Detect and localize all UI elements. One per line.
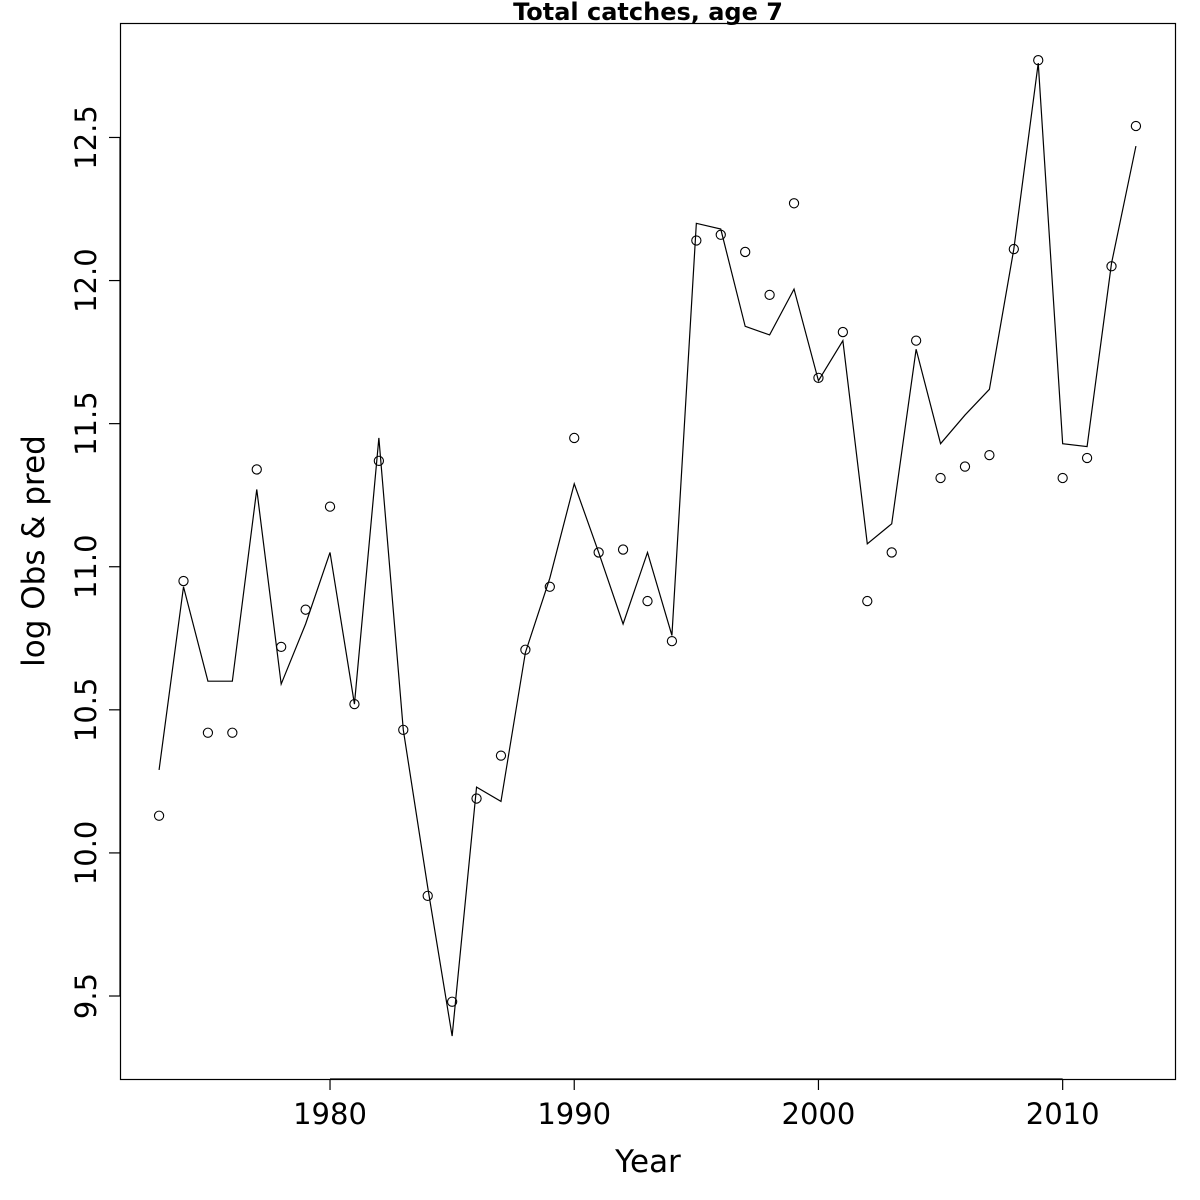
observed-point xyxy=(544,581,555,592)
observed-point xyxy=(813,372,824,384)
observed-point xyxy=(837,326,849,338)
observed-point xyxy=(1057,472,1068,484)
y-tick-label: 12.5 xyxy=(69,105,103,170)
y-tick-label: 9.5 xyxy=(69,973,103,1019)
observed-point xyxy=(593,547,604,558)
predicted-line xyxy=(158,62,1137,1037)
y-tick-label: 11.0 xyxy=(69,534,103,599)
y-tick-label: 10.5 xyxy=(69,678,103,743)
x-tick-label: 1980 xyxy=(293,1097,367,1131)
observed-point xyxy=(251,464,262,475)
observed-point xyxy=(740,246,751,258)
observed-point xyxy=(227,727,238,738)
observed-point xyxy=(153,810,165,821)
observed-point xyxy=(715,229,726,240)
x-axis-label: Year xyxy=(614,1144,681,1180)
observed-point xyxy=(959,461,971,472)
observed-point xyxy=(764,289,775,301)
observed-point xyxy=(373,455,385,467)
observed-point xyxy=(788,198,800,209)
observed-point xyxy=(178,575,189,587)
observed-point xyxy=(1081,452,1093,464)
x-tick-label: 2010 xyxy=(1026,1097,1100,1131)
series-layer xyxy=(153,55,1142,1037)
observed-point xyxy=(910,335,922,346)
observed-point xyxy=(569,432,580,444)
x-axis: 1980 1990 2000 2010 xyxy=(293,1078,1100,1131)
observed-point xyxy=(471,793,482,804)
observed-point xyxy=(935,472,946,484)
x-tick-label: 1990 xyxy=(537,1097,611,1131)
y-axis-label: log Obs & pred xyxy=(16,435,52,667)
observed-point xyxy=(1130,120,1142,132)
observed-point xyxy=(202,727,214,738)
observed-point xyxy=(422,890,433,901)
y-tick-label: 12.0 xyxy=(69,248,103,313)
observed-point xyxy=(642,595,653,607)
x-tick-label: 2000 xyxy=(782,1097,856,1131)
observed-point xyxy=(666,635,678,647)
observed-point xyxy=(276,641,287,653)
observed-point xyxy=(886,547,897,558)
observed-point xyxy=(446,996,458,1007)
y-axis: 9.5 10.0 10.5 11.0 11.5 12.0 12.5 xyxy=(69,105,121,1019)
observed-point xyxy=(324,501,336,512)
plot-frame xyxy=(119,22,1177,1081)
observed-point xyxy=(984,449,995,461)
y-tick-label: 11.5 xyxy=(69,391,103,456)
chart-title: Total catches, age 7 xyxy=(513,0,783,26)
observed-point xyxy=(862,595,873,607)
observed-point xyxy=(495,750,507,761)
observed-point xyxy=(617,544,629,555)
observed-point xyxy=(691,235,702,246)
y-tick-label: 10.0 xyxy=(69,821,103,886)
